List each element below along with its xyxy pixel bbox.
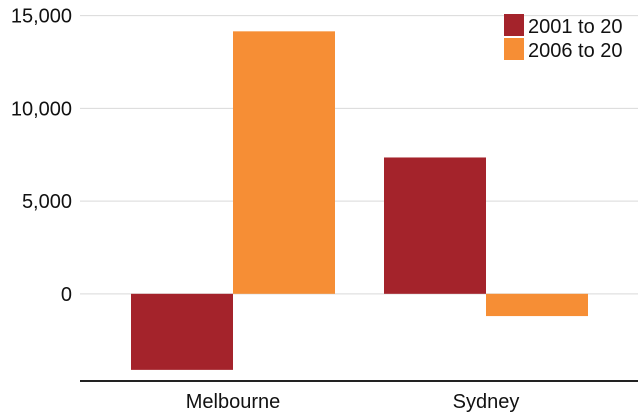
x-tick-label: Sydney [453, 391, 520, 413]
legend-label: 2001 to 20 [528, 16, 623, 38]
y-tick-label: 5,000 [22, 191, 72, 213]
bar-sydney-series-1 [384, 157, 486, 294]
bars [131, 31, 588, 370]
legend-swatch [504, 14, 524, 36]
bar-melbourne-series-2 [233, 31, 335, 294]
y-tick-label: 15,000 [11, 6, 72, 28]
y-tick-label: 0 [61, 284, 72, 306]
x-axis: Melbourne Sydney [186, 391, 520, 413]
y-axis: 0 5,000 10,000 15,000 [11, 6, 72, 306]
y-tick-label: 10,000 [11, 98, 72, 120]
x-tick-label: Melbourne [186, 391, 281, 413]
bar-melbourne-series-1 [131, 293, 233, 370]
legend-swatch [504, 38, 524, 60]
legend-label: 2006 to 20 [528, 40, 623, 62]
bar-sydney-series-2 [486, 293, 588, 317]
